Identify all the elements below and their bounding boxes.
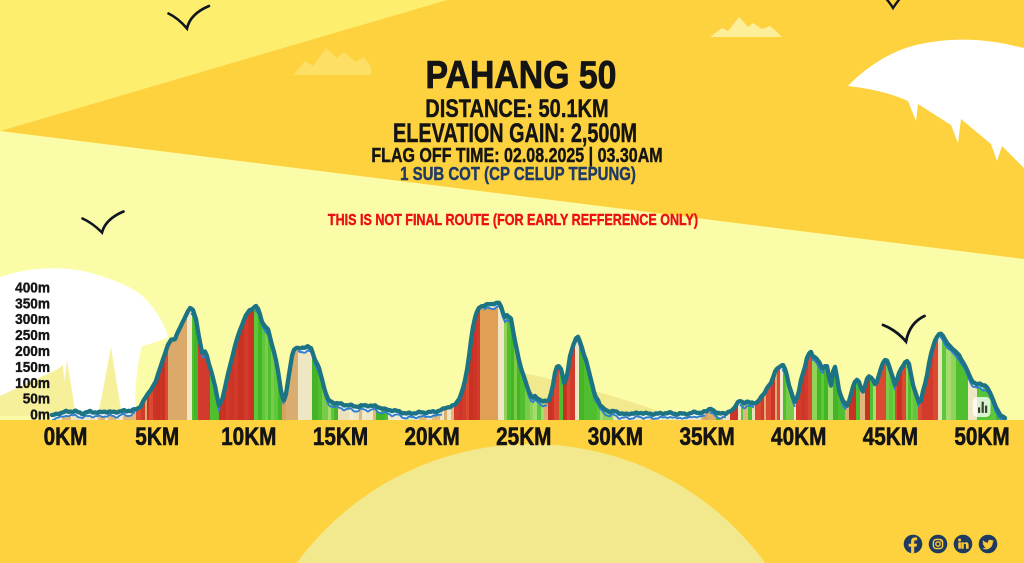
svg-text:400m: 400m	[15, 279, 50, 295]
svg-text:5KM: 5KM	[135, 422, 179, 450]
svg-text:300m: 300m	[15, 311, 50, 327]
svg-text:DISTANCE: 50.1KM: DISTANCE: 50.1KM	[425, 94, 608, 123]
svg-text:FLAG OFF TIME: 02.08.2025 | 03: FLAG OFF TIME: 02.08.2025 | 03.30AM	[371, 143, 662, 166]
svg-text:35KM: 35KM	[679, 422, 734, 450]
svg-text:250m: 250m	[15, 327, 50, 343]
svg-text:200m: 200m	[15, 343, 50, 359]
svg-text:100m: 100m	[15, 374, 50, 390]
svg-text:45KM: 45KM	[863, 422, 918, 450]
svg-text:THIS IS NOT FINAL ROUTE (FOR E: THIS IS NOT FINAL ROUTE (FOR EARLY REFFE…	[328, 212, 698, 230]
svg-text:20KM: 20KM	[404, 422, 459, 450]
svg-text:350m: 350m	[15, 295, 50, 311]
svg-text:ELEVATION GAIN: 2,500M: ELEVATION GAIN: 2,500M	[393, 119, 637, 149]
svg-text:0m: 0m	[30, 406, 50, 422]
svg-text:150m: 150m	[15, 359, 50, 375]
svg-text:40KM: 40KM	[771, 422, 826, 450]
svg-text:10KM: 10KM	[221, 422, 276, 450]
svg-text:0KM: 0KM	[44, 422, 88, 450]
svg-text:50m: 50m	[23, 390, 50, 406]
svg-text:30KM: 30KM	[588, 422, 643, 450]
svg-text:25KM: 25KM	[496, 422, 551, 450]
svg-text:15KM: 15KM	[313, 422, 368, 450]
svg-text:1 SUB COT (CP CELUP TEPUNG): 1 SUB COT (CP CELUP TEPUNG)	[400, 163, 636, 184]
svg-text:PAHANG 50: PAHANG 50	[426, 53, 617, 97]
svg-text:50KM: 50KM	[954, 422, 1009, 450]
